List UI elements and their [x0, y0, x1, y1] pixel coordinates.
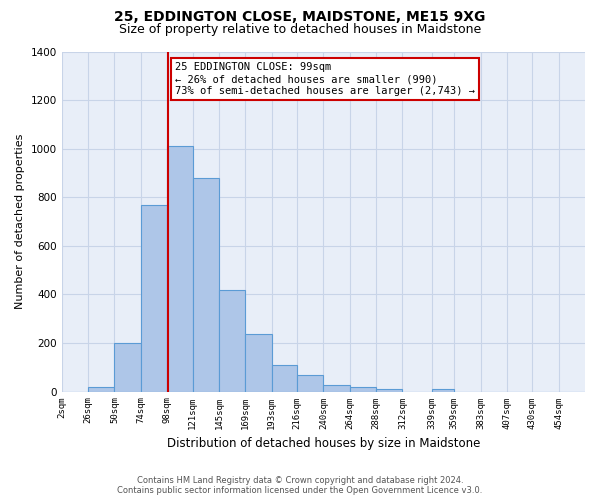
X-axis label: Distribution of detached houses by size in Maidstone: Distribution of detached houses by size … — [167, 437, 480, 450]
Y-axis label: Number of detached properties: Number of detached properties — [15, 134, 25, 309]
Text: 25, EDDINGTON CLOSE, MAIDSTONE, ME15 9XG: 25, EDDINGTON CLOSE, MAIDSTONE, ME15 9XG — [115, 10, 485, 24]
Bar — [88, 386, 115, 392]
Text: Contains HM Land Registry data © Crown copyright and database right 2024.
Contai: Contains HM Land Registry data © Crown c… — [118, 476, 482, 495]
Text: Size of property relative to detached houses in Maidstone: Size of property relative to detached ho… — [119, 22, 481, 36]
Bar — [376, 389, 403, 392]
Bar — [167, 146, 193, 392]
Bar — [219, 290, 245, 392]
Bar — [245, 334, 272, 392]
Text: 25 EDDINGTON CLOSE: 99sqm
← 26% of detached houses are smaller (990)
73% of semi: 25 EDDINGTON CLOSE: 99sqm ← 26% of detac… — [175, 62, 475, 96]
Bar — [115, 343, 141, 392]
Bar — [193, 178, 219, 392]
Bar — [323, 386, 350, 392]
Bar — [272, 366, 297, 392]
Bar — [141, 204, 167, 392]
Bar — [350, 386, 376, 392]
Bar — [297, 374, 323, 392]
Bar — [432, 389, 454, 392]
